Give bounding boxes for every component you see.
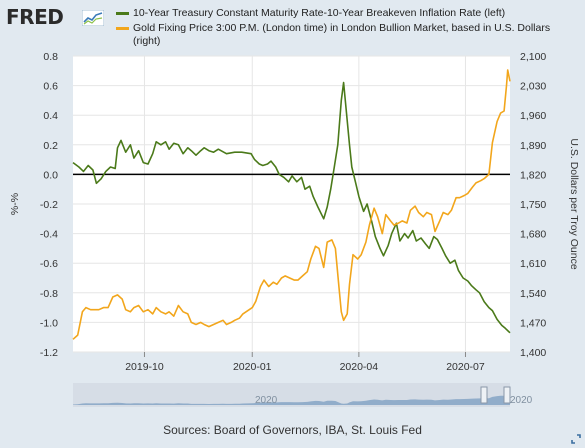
navigator-area — [73, 394, 510, 405]
y-right-tick-label: 1,960 — [520, 110, 546, 122]
y-right-tick-label: 1,820 — [520, 169, 546, 181]
y-left-tick-label: 0.6 — [43, 81, 58, 93]
chart-logo-icon — [82, 10, 104, 26]
legend-swatch-green — [116, 12, 129, 15]
navigator-year-label-right: 2020 — [510, 395, 533, 406]
axes — [73, 173, 510, 357]
axis-labels: 0.8 0.6 0.4 0.2 0.0 -0.2 -0.4 -0.6 -0.8 -1.0 -1.2 2… — [9, 51, 580, 373]
y-left-tick-label: -0.6 — [40, 258, 58, 270]
y-right-tick-label: 1,750 — [520, 199, 546, 211]
y-left-tick-label: 0.2 — [43, 140, 58, 152]
y-right-tick-label: 1,890 — [520, 140, 546, 152]
legend-label: Gold Fixing Price 3:00 P.M. (London time… — [133, 22, 551, 47]
y-left-tick-label: -1.0 — [40, 317, 58, 329]
navigator-year-label: 2020 — [255, 395, 278, 406]
y-left-tick-label: -0.8 — [40, 288, 58, 300]
y-right-axis-label: U.S. Dollars per Troy Ounce — [568, 138, 580, 269]
x-tick-label: 2020-04 — [340, 361, 379, 373]
sources-note: Sources: Board of Governors, IBA, St. Lo… — [163, 423, 422, 437]
logo-text: FRED — [6, 5, 64, 29]
y-left-tick-label: 0.4 — [43, 110, 58, 122]
x-tick-label: 2020-01 — [233, 361, 272, 373]
legend-label: 10-Year Treasury Constant Maturity Rate-… — [133, 7, 506, 19]
y-right-tick-label: 1,680 — [520, 229, 546, 241]
y-right-tick-label: 1,540 — [520, 288, 546, 300]
x-tick-label: 2020-07 — [446, 361, 485, 373]
y-left-tick-label: -0.2 — [40, 199, 58, 211]
y-left-tick-label: 0.0 — [43, 169, 58, 181]
navigator-handle-left[interactable] — [480, 386, 488, 404]
y-left-tick-label: -0.4 — [40, 229, 58, 241]
y-left-tick-label: -1.2 — [40, 347, 58, 359]
y-right-tick-label: 1,610 — [520, 258, 546, 270]
y-right-tick-label: 2,100 — [520, 51, 546, 63]
y-right-tick-label: 1,470 — [520, 317, 546, 329]
legend-swatch-orange — [116, 27, 129, 30]
navigator-handle-right[interactable] — [503, 386, 511, 404]
fred-logo[interactable]: FRED — [6, 6, 106, 28]
series-line-gold-price — [72, 69, 511, 340]
expand-icon[interactable] — [571, 434, 581, 444]
y-right-tick-label: 2,030 — [520, 81, 546, 93]
series-lines — [72, 69, 511, 340]
x-tick-label: 2019-10 — [125, 361, 164, 373]
y-left-axis-label: %-% — [9, 193, 21, 215]
y-right-tick-label: 1,400 — [520, 347, 546, 359]
series-line-treasury-spread — [72, 81, 511, 334]
y-left-tick-label: 0.8 — [43, 51, 58, 63]
